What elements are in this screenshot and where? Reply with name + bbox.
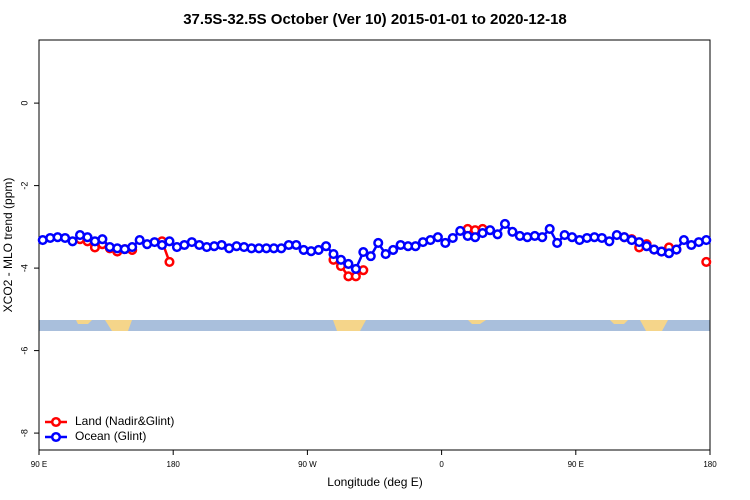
- data-point: [678, 235, 689, 246]
- land-patch: [105, 320, 132, 331]
- data-point: [410, 241, 421, 252]
- data-point: [343, 258, 354, 270]
- data-point: [634, 237, 645, 248]
- y-tick-label: -2: [19, 182, 29, 190]
- data-point: [447, 232, 458, 244]
- data-point: [164, 256, 175, 267]
- data-point: [537, 232, 548, 243]
- legend-label: Land (Nadir&Glint): [75, 414, 174, 428]
- data-point: [350, 263, 361, 274]
- x-tick-label: 180: [167, 460, 181, 469]
- data-point: [82, 232, 93, 243]
- data-point: [663, 248, 675, 259]
- data-point: [291, 239, 302, 251]
- data-point: [164, 236, 175, 247]
- data-point: [335, 254, 347, 265]
- plot-frame: [38, 39, 711, 451]
- y-tick-label: -8: [19, 429, 29, 437]
- x-tick-label: 180: [703, 460, 717, 469]
- x-tick-label: 90 E: [31, 460, 47, 469]
- data-point: [552, 237, 563, 248]
- legend-marker: [50, 416, 62, 428]
- data-point: [97, 234, 108, 245]
- y-tick-label: -6: [19, 347, 29, 355]
- data-point: [455, 225, 466, 237]
- x-tick-label: 90 W: [298, 460, 317, 469]
- legend-marker: [50, 431, 62, 443]
- ocean-band: [39, 320, 710, 331]
- x-tick-label: 90 E: [568, 460, 584, 469]
- data-point: [320, 241, 332, 252]
- data-point: [67, 236, 78, 247]
- data-point: [432, 232, 443, 243]
- y-tick-label: -4: [19, 264, 29, 272]
- data-point: [313, 244, 324, 255]
- land-patch: [333, 320, 366, 331]
- data-point: [127, 242, 138, 253]
- data-point: [358, 246, 369, 258]
- data-point: [492, 229, 503, 240]
- data-point: [134, 235, 145, 246]
- data-point: [380, 249, 391, 260]
- data-point: [604, 236, 615, 247]
- data-point: [671, 244, 682, 255]
- chart-title: 37.5S-32.5S October (Ver 10) 2015-01-01 …: [183, 11, 567, 28]
- data-point: [365, 251, 376, 262]
- data-point: [156, 239, 168, 251]
- x-axis-label: Longitude (deg E): [327, 475, 422, 489]
- y-axis-label: XCO2 - MLO trend (ppm): [1, 178, 15, 313]
- land-patch: [468, 320, 486, 324]
- data-point: [701, 256, 712, 267]
- data-point: [328, 249, 339, 260]
- data-point: [507, 226, 518, 237]
- data-point: [544, 223, 555, 234]
- x-tick-label: 0: [439, 460, 444, 469]
- land-patch: [76, 320, 92, 324]
- data-point: [388, 244, 399, 255]
- land-patch: [640, 320, 668, 331]
- data-point: [499, 218, 511, 230]
- land-patch: [610, 320, 628, 324]
- legend-label: Ocean (Glint): [75, 429, 146, 443]
- map-strip: [39, 320, 710, 331]
- data-point: [373, 237, 384, 248]
- data-point: [470, 232, 481, 243]
- data-point: [485, 225, 496, 236]
- y-tick-label: 0: [19, 101, 29, 106]
- data-point: [440, 237, 451, 248]
- data-point: [701, 235, 712, 246]
